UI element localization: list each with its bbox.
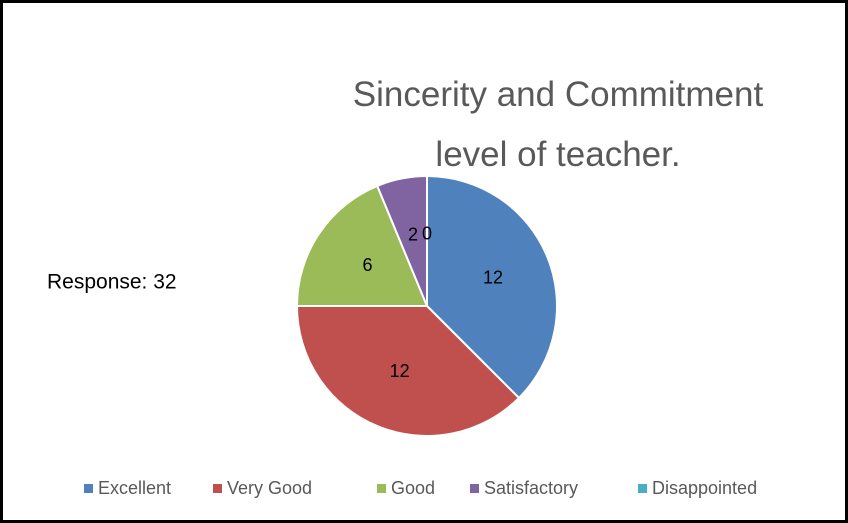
chart: Response: 32 12 12 6 2 0 Excellent Very Good Go… [47,174,757,498]
legend-label: Disappointed [652,478,757,498]
legend-swatch [470,484,479,493]
legend-swatch [638,484,647,493]
pie-slice [426,174,558,400]
chart-title: Sincerity and Commitment level of teache… [352,75,764,174]
legend-label: Satisfactory [484,478,578,498]
pie-slice [295,184,429,307]
legend-label: Very Good [227,478,312,498]
legend-swatch [213,484,222,493]
legend-swatch [84,484,93,493]
data-label: 0 [422,223,432,243]
data-label: 2 [408,225,418,245]
legend-label: Excellent [98,478,171,498]
data-label: 12 [390,361,410,381]
annotation: Response: 32 [47,271,177,294]
legend-label: Good [391,478,435,498]
pie-slice [295,305,521,437]
data-label: 6 [363,255,373,275]
data-label: 12 [483,267,503,287]
legend-swatch [377,484,386,493]
